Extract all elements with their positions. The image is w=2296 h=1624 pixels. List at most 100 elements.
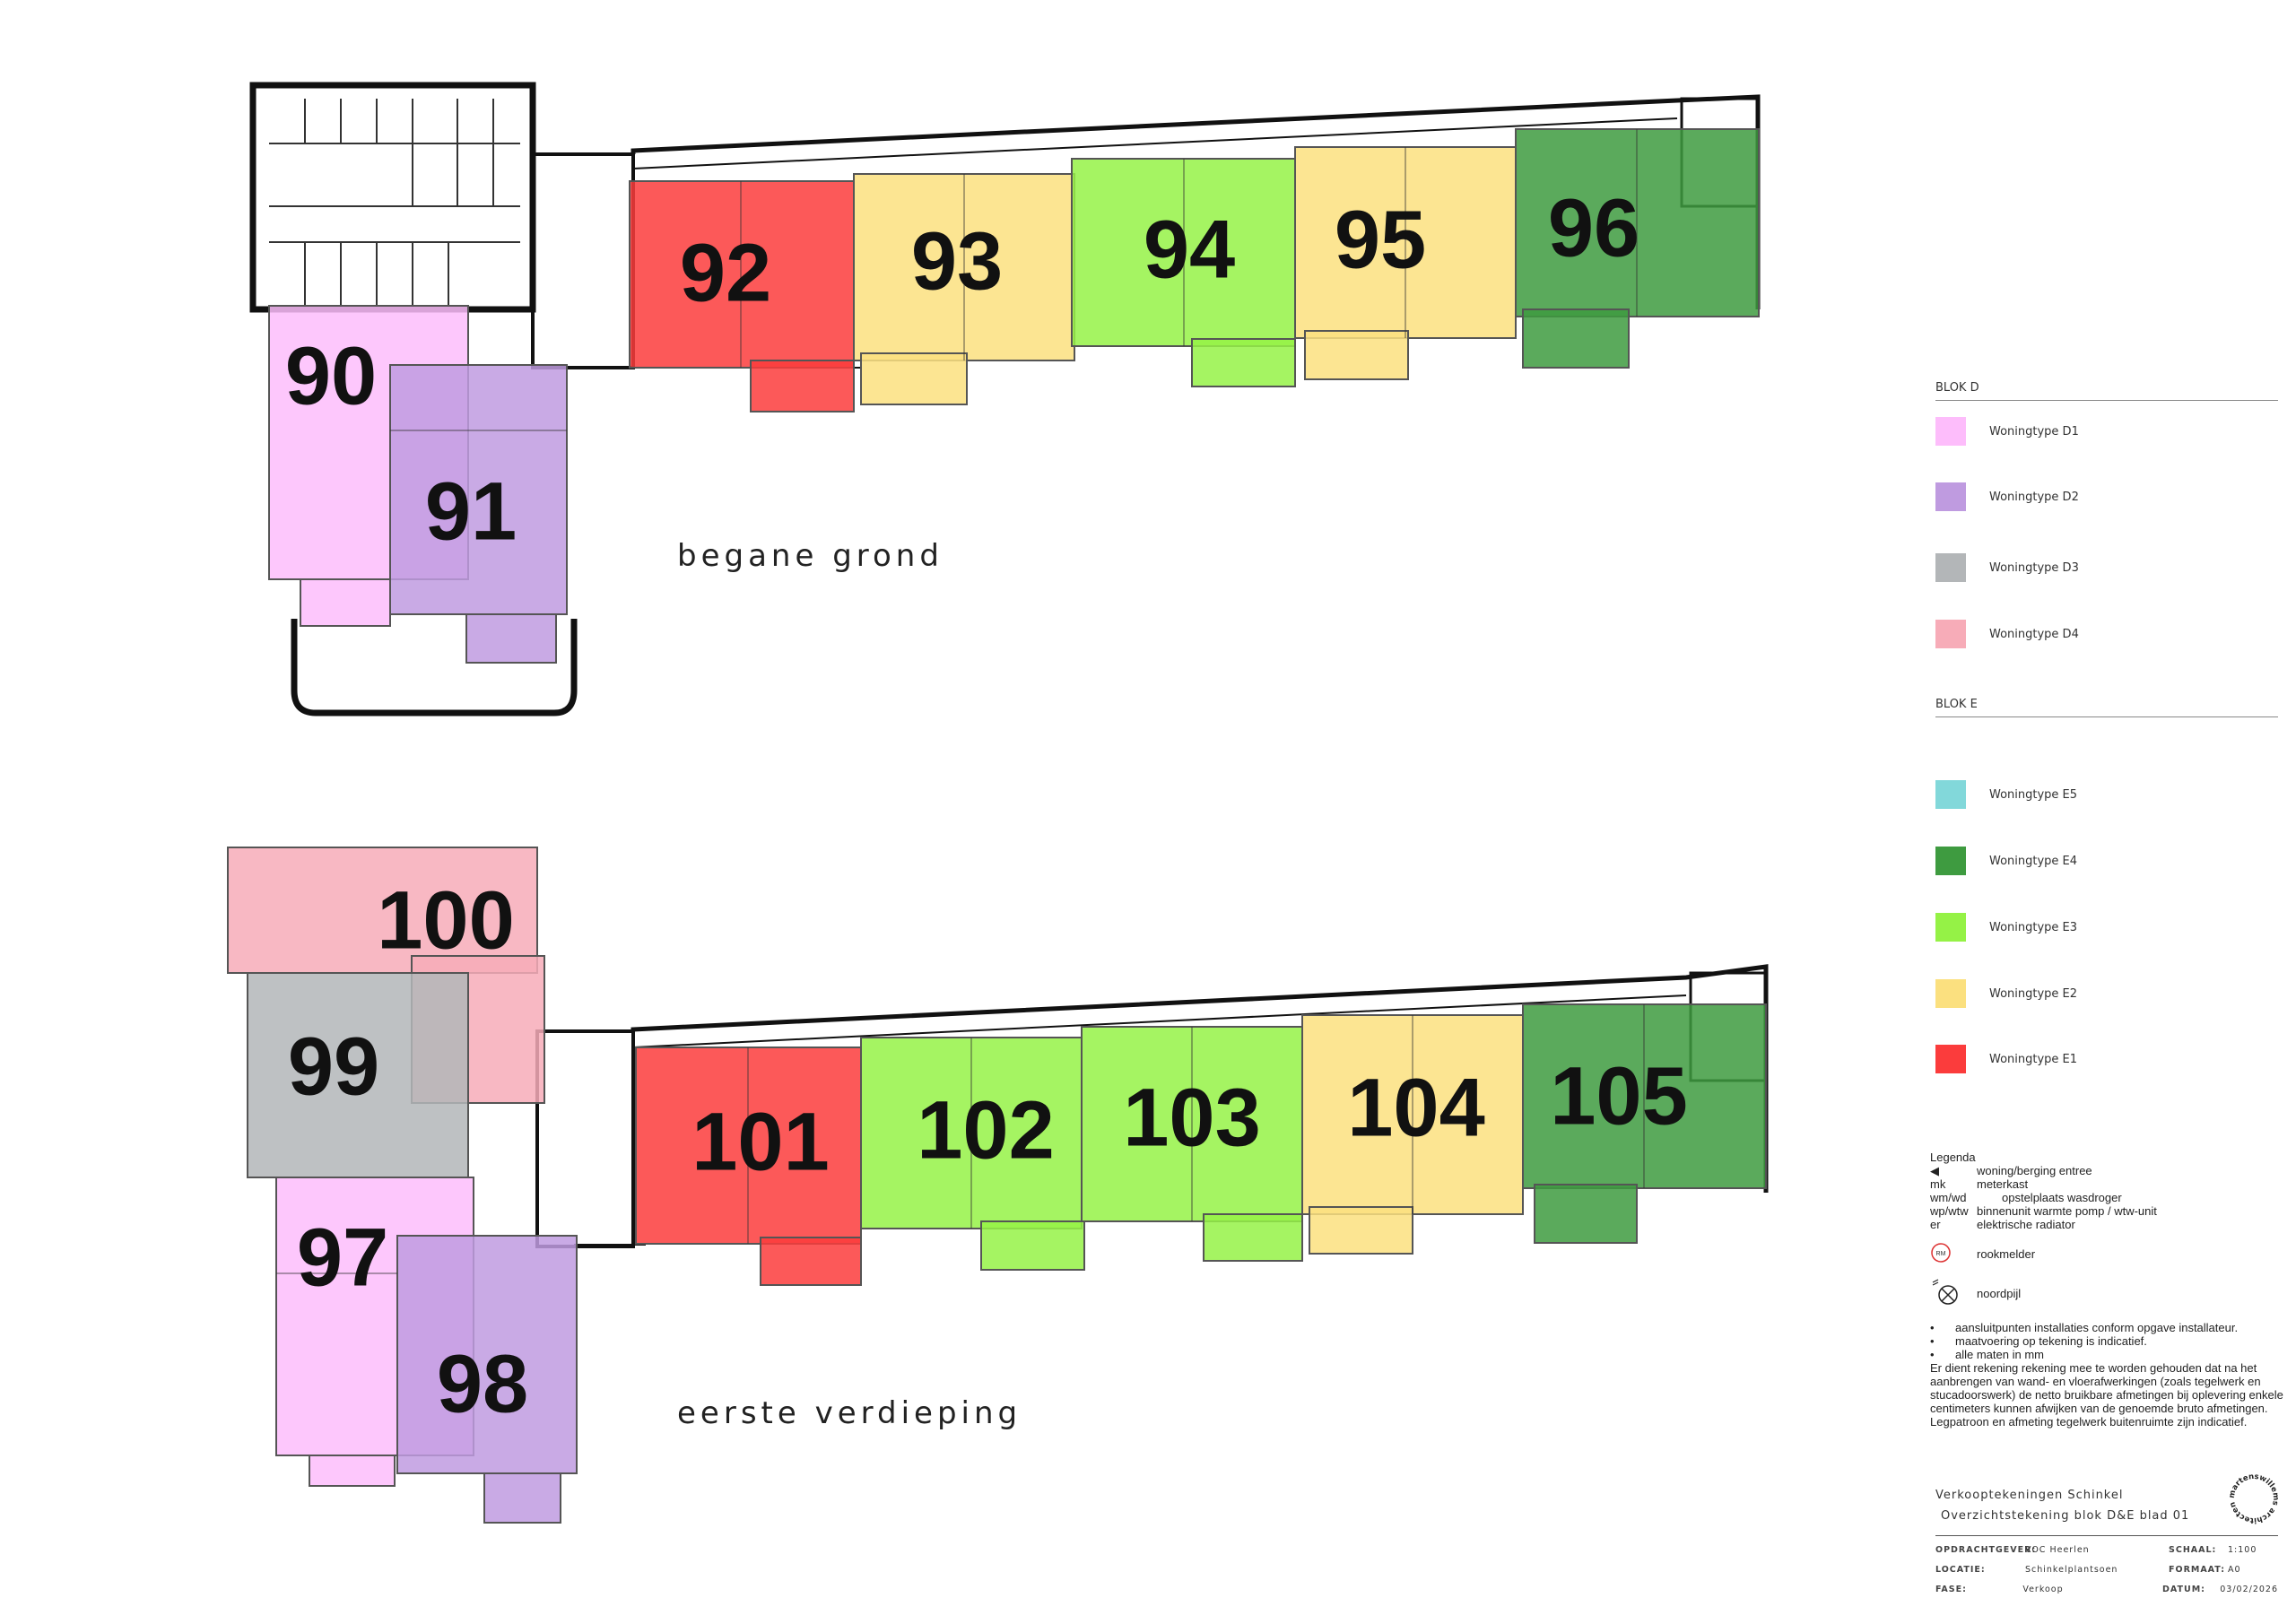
unit-number: 105 — [1550, 1050, 1688, 1142]
title-block: Verkooptekeningen Schinkel Overzichtstek… — [1935, 1489, 2278, 1604]
floor-plans: 90 91 92 93 94 95 96 100 99 97 98 101 10… — [227, 82, 1769, 1524]
unit-number: 104 — [1347, 1062, 1485, 1153]
legend-label: Woningtype D4 — [1989, 627, 2079, 641]
unit-number: 95 — [1335, 194, 1426, 285]
legend-item: Woningtype D2 — [1935, 482, 2079, 511]
unit-number: 97 — [297, 1211, 388, 1303]
legend-label: Woningtype D2 — [1989, 490, 2079, 504]
legend-item: Woningtype E2 — [1935, 979, 2077, 1008]
notes-title: Legenda — [1930, 1151, 1976, 1164]
unit-number: 92 — [680, 227, 771, 318]
color-swatch — [1935, 620, 1966, 648]
label: FASE: — [1935, 1585, 1967, 1594]
unit-number: 102 — [917, 1084, 1055, 1176]
unit-102-balcony — [980, 1220, 1085, 1271]
location-value: Schinkelplantsoen — [2025, 1565, 2118, 1575]
drawing-subtitle: Overzichtstekening blok D&E blad 01 — [1941, 1509, 2190, 1523]
legend-label: Woningtype D1 — [1989, 424, 2079, 439]
drawing-title: Verkooptekeningen Schinkel — [1935, 1489, 2124, 1502]
color-swatch — [1935, 913, 1966, 942]
legend-label: Woningtype E5 — [1989, 787, 2078, 802]
color-swatch — [1935, 780, 1966, 809]
abbr-row: ◀ woning/berging entree — [1930, 1164, 2289, 1177]
unit-number: 96 — [1548, 182, 1639, 274]
legend-item: Woningtype E4 — [1935, 847, 2077, 875]
abbr-key: wp/wtw — [1930, 1204, 1969, 1218]
abbr-value: binnenunit warmte pomp / wtw-unit — [1977, 1204, 2157, 1218]
unit-98[interactable] — [396, 1235, 578, 1474]
color-swatch — [1935, 847, 1966, 875]
label: FORMAAT: — [2169, 1565, 2226, 1575]
phase-value: Verkoop — [2022, 1585, 2064, 1594]
abbr-row: wp/wtw binnenunit warmte pomp / wtw-unit — [1930, 1204, 2289, 1218]
unit-100[interactable] — [227, 847, 538, 974]
stair-core-first — [535, 1029, 635, 1248]
entrance-arrow-icon: ◀ — [1930, 1164, 1939, 1177]
date-value: 03/02/2026 — [2220, 1585, 2278, 1594]
stair-core-ground — [531, 152, 635, 369]
legend-blok-d-title: BLOK D — [1935, 381, 2278, 401]
unit-98-balcony — [483, 1472, 561, 1524]
unit-99[interactable] — [247, 972, 469, 1178]
abbr-key: wm/wd — [1930, 1191, 1967, 1204]
abbr-row: mk meterkast — [1930, 1177, 2289, 1191]
unit-number: 94 — [1144, 204, 1235, 295]
unit-96-balcony — [1522, 308, 1630, 369]
service-block-outline — [249, 82, 536, 313]
note-bullet: • maatvoering op tekening is indicatief. — [1930, 1334, 2147, 1348]
north-arrow-row: noordpijl — [1930, 1277, 2289, 1310]
abbr-value: woning/berging entree — [1977, 1164, 2092, 1177]
color-swatch — [1935, 553, 1966, 582]
unit-94-balcony — [1191, 338, 1296, 387]
legend-item: Woningtype D1 — [1935, 417, 2079, 446]
note-bullet: • aansluitpunten installaties conform opg… — [1930, 1321, 2239, 1334]
north-arrow-icon — [1932, 1279, 1958, 1305]
smoke-detector-label: rookmelder — [1977, 1247, 2036, 1261]
legend-label: Woningtype E2 — [1989, 986, 2078, 1001]
unit-104-balcony — [1309, 1206, 1413, 1255]
label: DATUM: — [2162, 1585, 2205, 1594]
smoke-detector-row: RM rookmelder — [1930, 1242, 2289, 1266]
note-bullet: • alle maten in mm — [1930, 1348, 2044, 1361]
abbr-value: elektrische radiator — [1977, 1218, 2075, 1231]
legend-item: Woningtype E1 — [1935, 1045, 2077, 1073]
unit-number: 90 — [285, 330, 377, 421]
divider — [1935, 1535, 2278, 1536]
terrace-outline-ground — [291, 619, 578, 716]
client-value: VOC Heerlen — [2025, 1545, 2090, 1555]
legend-label: Woningtype E3 — [1989, 920, 2078, 934]
abbr-value: meterkast — [1977, 1177, 2029, 1191]
unit-91-balcony — [465, 613, 557, 664]
color-swatch — [1935, 979, 1966, 1008]
floor-label-first: eerste verdieping — [677, 1395, 1022, 1431]
unit-105-balcony — [1534, 1184, 1638, 1244]
north-arrow-label: noordpijl — [1977, 1287, 2022, 1300]
abbr-value: opstelplaats wasdroger — [2002, 1191, 2122, 1204]
architect-logo: martenswillems architecten — [2228, 1472, 2281, 1524]
legend-item: Woningtype D3 — [1935, 553, 2079, 582]
format-value: A0 — [2228, 1565, 2241, 1575]
abbr-row: wm/wd opstelplaats wasdroger — [1930, 1191, 2289, 1204]
unit-number: 101 — [691, 1096, 830, 1187]
abbr-row: er elektrische radiator — [1930, 1218, 2289, 1231]
unit-103-balcony — [1203, 1213, 1303, 1262]
unit-number: 99 — [288, 1020, 379, 1112]
unit-97-balcony — [309, 1455, 396, 1487]
note-paragraph: Legpatroon en afmeting tegelwerk buitenr… — [1930, 1415, 2248, 1429]
floor-label-ground: begane grond — [677, 538, 944, 574]
unit-91[interactable] — [389, 364, 568, 615]
notes-legenda: Legenda ◀ woning/berging entree mk meterka… — [1930, 1151, 2289, 1429]
unit-number: 98 — [437, 1338, 528, 1429]
unit-92-balcony — [750, 360, 855, 413]
unit-90-balcony — [300, 578, 391, 627]
color-swatch — [1935, 482, 1966, 511]
legend-label: Woningtype E1 — [1989, 1052, 2078, 1066]
unit-number: 103 — [1123, 1072, 1261, 1163]
svg-text:martenswillems architecten: martenswillems architecten — [2228, 1472, 2281, 1524]
unit-95-balcony — [1304, 330, 1409, 380]
unit-92[interactable] — [629, 180, 855, 369]
abbr-key: er — [1930, 1218, 1941, 1231]
label: OPDRACHTGEVER: — [1935, 1545, 2037, 1555]
legend-item: Woningtype D4 — [1935, 620, 2079, 648]
label: SCHAAL: — [2169, 1545, 2217, 1555]
